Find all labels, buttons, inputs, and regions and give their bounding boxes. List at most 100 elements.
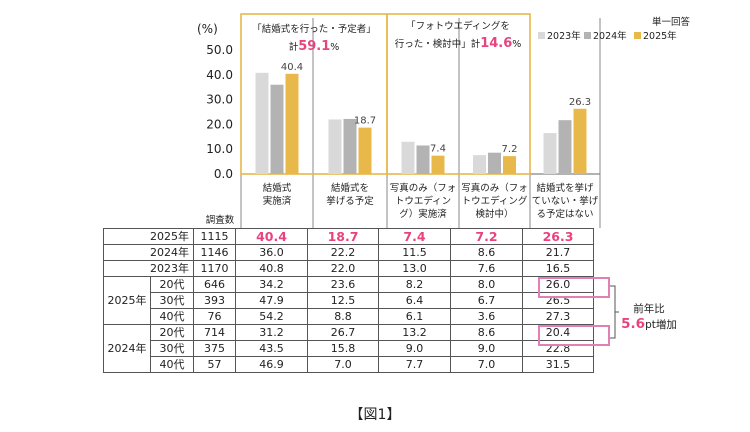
highlight-box-2024-20s xyxy=(538,325,610,346)
bar-2025年 xyxy=(573,108,587,174)
bar-2023年 xyxy=(255,72,269,174)
table-cell: 7.0 xyxy=(307,356,379,373)
y-tick-label: 20.0 xyxy=(206,117,233,131)
table-cell: 12.5 xyxy=(307,292,379,309)
table-cell: 21.7 xyxy=(522,244,594,261)
group-boxes: 「結婚式を行った・予定者」計59.1% 「フォトウエディングを行った・検討中」計1… xyxy=(240,13,531,175)
table-cell: 6.4 xyxy=(378,292,451,309)
table-cell: 6.1 xyxy=(378,308,451,325)
table-cell: 22.2 xyxy=(307,244,379,261)
table-row: 2023年 1170 40.8 22.0 13.0 7.6 16.5 xyxy=(103,260,594,277)
table-row: 2025年 20代 646 34.2 23.6 8.2 8.0 26.0 xyxy=(103,276,594,325)
row-n: 714 xyxy=(193,324,236,341)
row-n: 393 xyxy=(193,292,236,309)
table-row: 2025年 1115 40.4 18.7 7.4 7.2 26.3 xyxy=(103,228,594,245)
bar-value-label: 40.4 xyxy=(281,62,303,73)
y-tick-label: 40.0 xyxy=(206,68,233,82)
table-cell: 34.2 xyxy=(235,276,308,293)
legend-swatch xyxy=(584,32,591,39)
row-age-label: 30代 xyxy=(150,340,194,357)
category-label: 結婚式 xyxy=(263,182,292,194)
table-cell: 7.7 xyxy=(378,356,451,373)
table-cell: 8.6 xyxy=(450,324,523,341)
table-cell: 31.2 xyxy=(235,324,308,341)
y-tick-label: 0.0 xyxy=(214,167,233,181)
table-cell: 22.0 xyxy=(307,260,379,277)
legend-swatch xyxy=(634,32,641,39)
table-row: 30代 375 43.5 15.8 9.0 9.0 22.8 xyxy=(104,340,594,357)
legend-label: 2023年 xyxy=(547,30,581,42)
bar-2024年 xyxy=(488,152,501,174)
category-label: 検討中） xyxy=(475,208,513,220)
n-header: 調査数 xyxy=(206,214,235,226)
table-cell: 7.4 xyxy=(378,228,451,245)
row-year-label: 2024年 xyxy=(103,244,194,261)
note-value: 5.6 xyxy=(621,316,646,332)
note-label: 前年比 xyxy=(633,303,665,315)
row-n: 1115 xyxy=(193,228,236,245)
row-age-label: 40代 xyxy=(150,356,194,373)
group-box-total: 行った・検討中」計14.6% xyxy=(395,36,522,51)
table-cell: 9.0 xyxy=(378,340,451,357)
bar-value-label: 26.3 xyxy=(569,97,591,108)
row-age-label: 20代 xyxy=(150,276,194,293)
table-cell: 9.0 xyxy=(450,340,523,357)
group-box-title: 「フォトウエディングを xyxy=(406,20,510,32)
bar-2024年 xyxy=(343,118,357,174)
row-year-label: 2025年 xyxy=(103,228,194,245)
category-label: グ）実施済 xyxy=(399,208,447,220)
table-row: 2024年 20代 714 31.2 26.7 13.2 8.6 20.4 xyxy=(103,324,594,373)
table-row: 2024年 1146 36.0 22.2 11.5 8.6 21.7 xyxy=(103,244,594,261)
category-label: 実施済 xyxy=(263,195,292,207)
row-year-label: 2023年 xyxy=(103,260,194,277)
table-cell: 8.2 xyxy=(378,276,451,293)
group-box-total: 計59.1% xyxy=(289,39,340,54)
table-cell: 54.2 xyxy=(235,308,308,325)
table-cell: 8.0 xyxy=(450,276,523,293)
bar-2023年 xyxy=(401,141,415,174)
yoy-note: 前年比 5.6pt増加 xyxy=(616,301,682,332)
category-label: 写真のみ（フォ xyxy=(390,182,457,194)
category-label: 挙げる予定 xyxy=(326,195,374,207)
table-row: 40代 57 46.9 7.0 7.7 7.0 31.5 xyxy=(104,356,594,373)
legend-swatch xyxy=(538,32,545,39)
table-cell: 23.6 xyxy=(307,276,379,293)
table-cell: 36.0 xyxy=(235,244,308,261)
table-cell: 18.7 xyxy=(307,228,379,245)
table-cell: 7.0 xyxy=(450,356,523,373)
table-cell: 40.8 xyxy=(235,260,308,277)
table-cell: 26.3 xyxy=(522,228,594,245)
y-tick-label: 10.0 xyxy=(206,142,233,156)
bar-2025年 xyxy=(285,73,299,174)
category-label: 写真のみ（フォ xyxy=(461,182,528,194)
legend-title: 単一回答 xyxy=(652,16,691,28)
bar-2025年 xyxy=(431,155,445,174)
bar-2025年 xyxy=(503,156,516,174)
y-tick-label: 50.0 xyxy=(206,43,233,57)
table-cell: 13.2 xyxy=(378,324,451,341)
row-n: 76 xyxy=(193,308,236,325)
table-cell: 31.5 xyxy=(522,356,594,373)
table-cell: 13.0 xyxy=(378,260,451,277)
row-n: 646 xyxy=(193,276,236,293)
bar-2023年 xyxy=(543,133,557,174)
row-age-label: 20代 xyxy=(150,324,194,341)
table-cell: 8.6 xyxy=(450,244,523,261)
row-n: 1146 xyxy=(193,244,236,261)
row-n: 1170 xyxy=(193,260,236,277)
bracket xyxy=(610,285,619,339)
category-label: トウエディング xyxy=(462,195,528,207)
bar-value-label: 18.7 xyxy=(354,116,376,127)
table-cell: 11.5 xyxy=(378,244,451,261)
table-cell: 3.6 xyxy=(450,308,523,325)
category-label: ていない・挙げ xyxy=(532,195,599,207)
note-suffix: pt増加 xyxy=(645,319,677,331)
data-table: 2025年 1115 40.4 18.7 7.4 7.2 26.3 2024年 1146 36.0… xyxy=(103,228,594,373)
legend-label: 2025年 xyxy=(643,30,677,42)
category-label: る予定はない xyxy=(536,208,593,220)
group-year-label: 2025年 xyxy=(103,276,151,325)
table-cell: 15.8 xyxy=(307,340,379,357)
figure-caption: 【図1】 xyxy=(349,407,401,423)
highlight-box-2025-20s xyxy=(538,277,610,298)
row-age-label: 30代 xyxy=(150,292,194,309)
